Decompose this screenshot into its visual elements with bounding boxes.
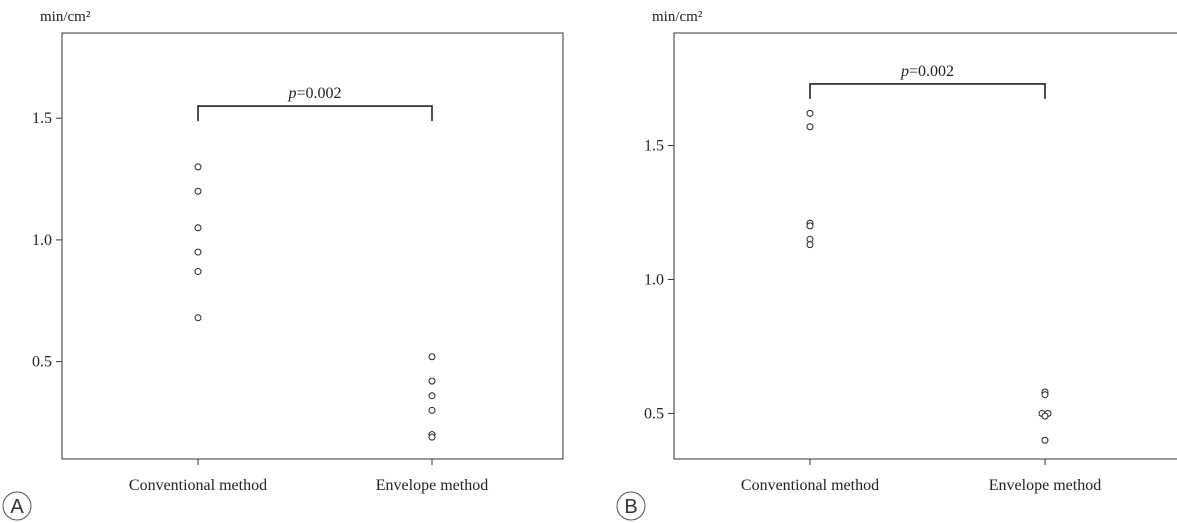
panel-a-y-unit-label: min/cm² (40, 9, 91, 25)
panel-b-y-unit-label: min/cm² (652, 9, 703, 25)
panel-b-letter-circle (616, 491, 646, 521)
p-symbol: p (287, 85, 296, 102)
panel-b-data-points (806, 109, 1052, 444)
data-point (428, 353, 436, 361)
data-point (194, 187, 202, 195)
panel-b-significance-bracket: p=0.002 (809, 63, 1046, 99)
data-point (428, 406, 436, 414)
panel-a-x-axis: Conventional method Envelope method (129, 459, 488, 494)
panel-a-y-axis: 0.5 1.0 1.5 (32, 110, 62, 371)
panel-a-letter-circle (2, 491, 32, 521)
y-tick-label: 1.0 (644, 271, 664, 288)
y-tick-label: 0.5 (644, 405, 664, 422)
panel-a: min/cm² 0.5 1.0 1.5 Conventional method Env… (2, 9, 564, 521)
x-category-label: Conventional method (741, 477, 879, 494)
x-category-label: Envelope method (376, 477, 488, 494)
data-point (806, 241, 814, 249)
bracket-line (197, 105, 433, 122)
panel-a-significance-bracket: p=0.002 (197, 85, 433, 122)
y-tick-label: 1.5 (32, 110, 52, 127)
panel-a-letter: A (10, 496, 24, 518)
x-category-label: Conventional method (129, 477, 267, 494)
data-point (428, 377, 436, 385)
panel-b-plot-frame (673, 32, 1177, 460)
data-point (194, 248, 202, 256)
x-category-label: Envelope method (989, 477, 1101, 494)
data-point (194, 163, 202, 171)
panel-b-y-axis: 0.5 1.0 1.5 (644, 138, 674, 422)
panel-a-data-points (194, 163, 436, 441)
data-point (194, 268, 202, 276)
data-point (1041, 412, 1049, 420)
data-point (194, 314, 202, 322)
panel-b-x-axis: Conventional method Envelope method (741, 459, 1101, 494)
bracket-line (809, 83, 1046, 99)
data-point (806, 109, 814, 117)
y-tick-label: 0.5 (32, 354, 52, 371)
p-value-label: p=0.002 (287, 85, 341, 102)
data-point (428, 433, 436, 441)
data-point (1041, 436, 1049, 444)
data-point (428, 392, 436, 400)
p-value-number: =0.002 (909, 63, 954, 80)
panel-b-letter: B (624, 496, 637, 518)
data-point (194, 224, 202, 232)
y-tick-label: 1.5 (644, 138, 664, 155)
panel-a-plot-frame (61, 32, 564, 460)
p-symbol: p (900, 63, 909, 80)
y-tick-label: 1.0 (32, 232, 52, 249)
data-point (1041, 391, 1049, 399)
p-value-number: =0.002 (296, 85, 341, 102)
panel-b: min/cm² 0.5 1.0 1.5 Conventional method Env… (616, 9, 1177, 521)
p-value-label: p=0.002 (900, 63, 954, 80)
data-point (806, 123, 814, 131)
data-point (806, 222, 814, 230)
